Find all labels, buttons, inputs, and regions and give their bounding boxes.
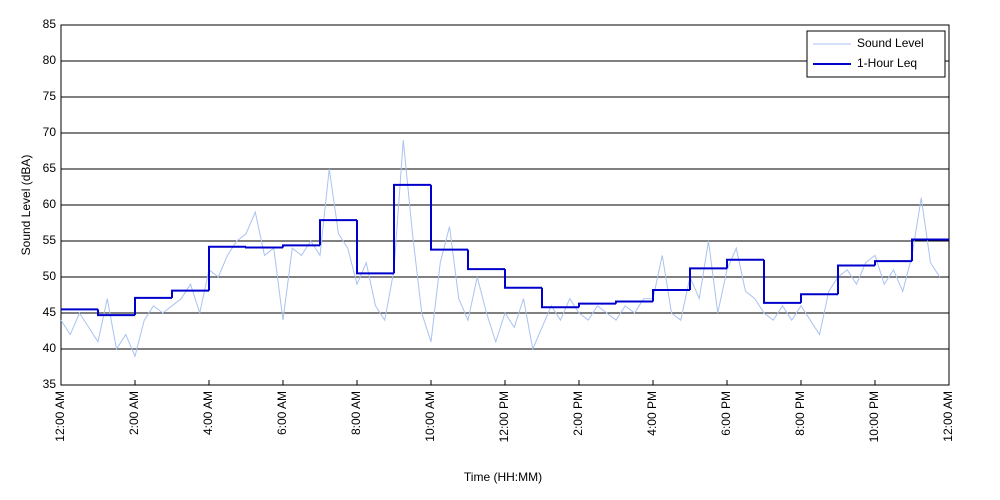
leq-step xyxy=(393,183,431,274)
leq-step xyxy=(763,259,801,304)
leq-step xyxy=(726,258,764,269)
y-tick-label: 80 xyxy=(43,53,57,67)
leq-step xyxy=(578,302,616,308)
leq-step xyxy=(615,300,653,304)
y-tick-label: 85 xyxy=(43,17,57,31)
x-tick-label: 12:00 PM xyxy=(497,391,511,442)
leq-step xyxy=(245,246,283,249)
leq-step xyxy=(467,249,505,271)
leq-step xyxy=(97,309,135,317)
x-tick-label: 2:00 AM xyxy=(127,391,141,435)
legend-label: 1-Hour Leq xyxy=(857,56,917,70)
x-axis-label: Time (HH:MM) xyxy=(464,470,542,484)
y-tick-label: 60 xyxy=(43,197,57,211)
leq-step xyxy=(837,264,875,295)
x-tick-label: 8:00 PM xyxy=(793,391,807,436)
leq-step xyxy=(319,219,357,246)
x-tick-label: 8:00 AM xyxy=(349,391,363,435)
leq-step xyxy=(652,288,690,302)
leq-step xyxy=(430,184,468,251)
y-tick-label: 50 xyxy=(43,269,57,283)
leq-step xyxy=(689,267,727,290)
y-tick-label: 40 xyxy=(43,341,57,355)
x-tick-label: 2:00 PM xyxy=(571,391,585,436)
leq-step xyxy=(874,260,912,266)
leq-step xyxy=(541,287,579,309)
leq-step xyxy=(282,244,320,248)
leq-step xyxy=(504,269,542,289)
x-tick-label: 10:00 AM xyxy=(423,391,437,442)
y-tick-label: 45 xyxy=(43,305,57,319)
leq-step xyxy=(911,238,949,262)
x-tick-label: 6:00 AM xyxy=(275,391,289,435)
leq-step xyxy=(134,296,172,316)
legend-label: Sound Level xyxy=(857,36,924,50)
x-tick-label: 6:00 PM xyxy=(719,391,733,436)
x-tick-label: 4:00 PM xyxy=(645,391,659,436)
sound-line xyxy=(60,140,941,358)
y-tick-label: 55 xyxy=(43,233,57,247)
y-tick-label: 65 xyxy=(43,161,57,175)
y-tick-label: 35 xyxy=(43,377,57,391)
leq-step xyxy=(356,220,394,275)
leq-step xyxy=(208,245,246,291)
y-axis-label: Sound Level (dBA) xyxy=(19,155,33,256)
y-tick-label: 75 xyxy=(43,89,57,103)
legend-box xyxy=(806,30,946,78)
x-tick-label: 12:00 AM xyxy=(53,391,67,442)
x-tick-label: 4:00 AM xyxy=(201,391,215,435)
x-tick-label: 12:00 AM xyxy=(941,391,955,442)
y-tick-label: 70 xyxy=(43,125,57,139)
leq-step xyxy=(800,293,838,303)
leq-step xyxy=(171,289,209,298)
x-tick-label: 10:00 PM xyxy=(867,391,881,442)
